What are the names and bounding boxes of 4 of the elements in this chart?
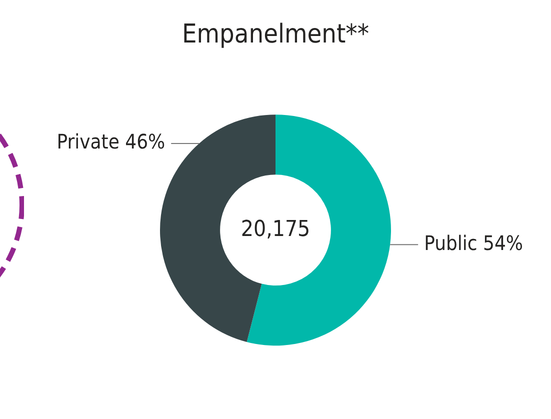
slice-label: Private 46% — [56, 130, 166, 154]
text: 20,175 — [240, 216, 310, 242]
chart-title: Empanelment** — [182, 19, 370, 50]
slice-label: Public 54% — [424, 230, 524, 255]
